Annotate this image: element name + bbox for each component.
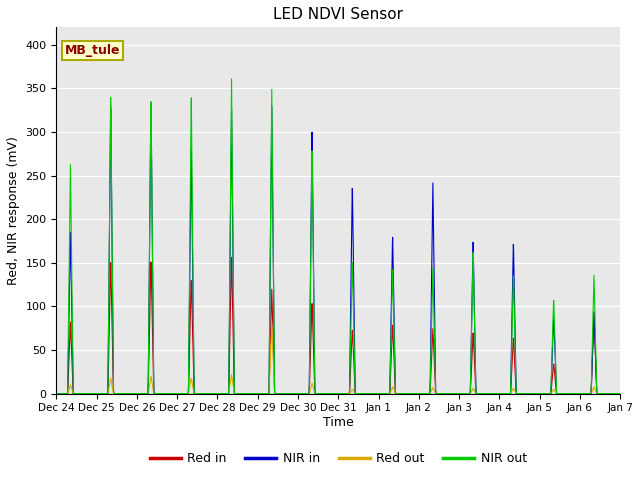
Line: NIR in: NIR in xyxy=(56,103,620,394)
NIR out xyxy=(545,391,552,396)
Red in xyxy=(228,254,236,260)
Red in xyxy=(269,321,276,326)
Red in xyxy=(616,391,624,396)
Red in xyxy=(293,391,301,396)
Red in xyxy=(116,391,124,396)
NIR out xyxy=(605,391,613,396)
Red out xyxy=(268,321,276,327)
NIR in xyxy=(293,391,301,396)
NIR out xyxy=(269,186,276,192)
NIR out xyxy=(150,391,158,396)
Red out xyxy=(616,391,624,396)
Line: NIR out: NIR out xyxy=(56,79,620,394)
Red out xyxy=(116,391,124,396)
NIR in xyxy=(116,391,124,396)
Line: Red out: Red out xyxy=(56,324,620,394)
Legend: Red in, NIR in, Red out, NIR out: Red in, NIR in, Red out, NIR out xyxy=(145,447,532,470)
NIR in xyxy=(147,100,155,106)
Red out xyxy=(150,391,158,396)
NIR out xyxy=(52,391,60,396)
Title: LED NDVI Sensor: LED NDVI Sensor xyxy=(273,7,403,22)
Line: Red in: Red in xyxy=(56,257,620,394)
NIR out xyxy=(616,391,624,396)
Red out xyxy=(293,391,301,396)
NIR in xyxy=(150,391,158,396)
NIR out xyxy=(116,391,124,396)
Red in xyxy=(545,391,552,396)
Red in xyxy=(150,391,158,396)
Y-axis label: Red, NIR response (mV): Red, NIR response (mV) xyxy=(7,136,20,285)
Red in xyxy=(52,391,60,396)
Red out xyxy=(269,344,276,350)
NIR in xyxy=(52,391,60,396)
NIR in xyxy=(545,391,552,396)
X-axis label: Time: Time xyxy=(323,416,354,429)
NIR in xyxy=(616,391,624,396)
NIR out xyxy=(293,391,301,396)
Red out xyxy=(52,391,60,396)
NIR in xyxy=(605,391,613,396)
Red in xyxy=(605,391,613,396)
Red out xyxy=(605,391,613,396)
Text: MB_tule: MB_tule xyxy=(65,44,120,57)
Red out xyxy=(545,391,552,396)
NIR in xyxy=(269,198,276,204)
NIR out xyxy=(228,76,236,82)
